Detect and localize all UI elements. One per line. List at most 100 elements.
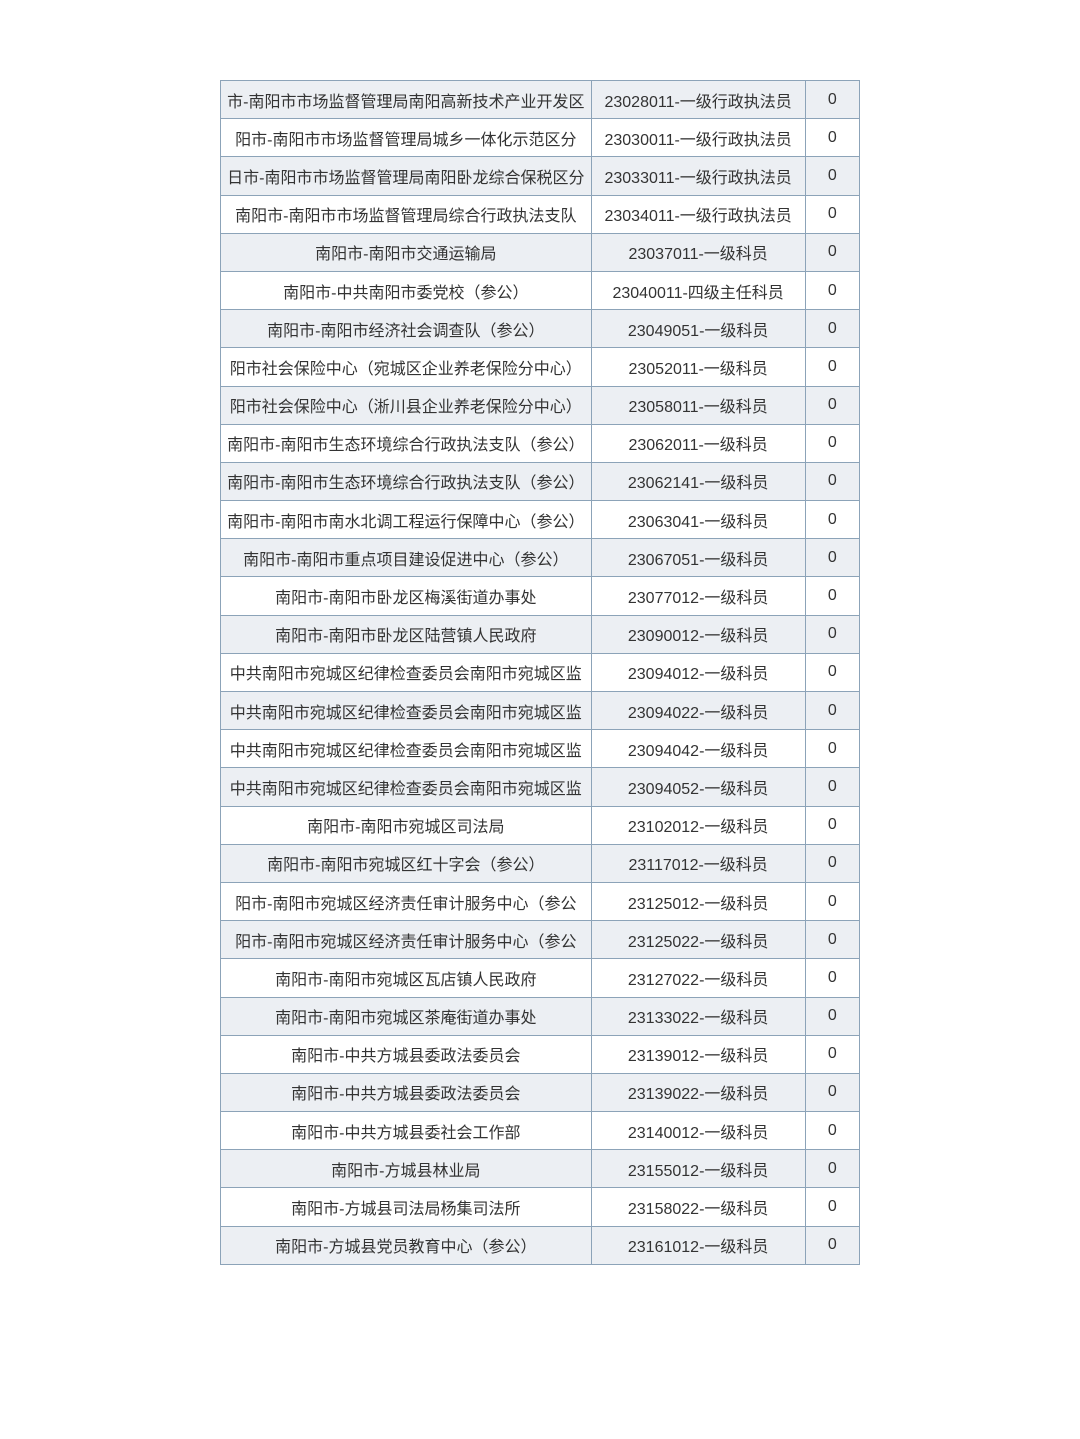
org-cell: 南阳市-南阳市宛城区瓦店镇人民政府 <box>221 959 592 997</box>
count-cell: 0 <box>805 271 859 309</box>
code-text: 23133022-一级科员 <box>628 1004 769 1028</box>
org-text: 中共南阳市宛城区纪律检查委员会南阳市宛城区监 <box>230 660 582 684</box>
org-text: 南阳市-方城县林业局 <box>331 1157 480 1181</box>
code-cell: 23063041-一级科员 <box>591 501 805 539</box>
code-text: 23158022-一级科员 <box>628 1195 769 1219</box>
code-cell: 23158022-一级科员 <box>591 1188 805 1226</box>
org-cell: 阳市-南阳市宛城区经济责任审计服务中心（参公 <box>221 882 592 920</box>
count-text: 0 <box>828 587 837 605</box>
code-text: 23094022-一级科员 <box>628 699 769 723</box>
count-cell: 0 <box>805 997 859 1035</box>
org-text: 阳市-南阳市市场监督管理局城乡一体化示范区分 <box>235 126 576 150</box>
code-cell: 23090012-一级科员 <box>591 615 805 653</box>
org-text: 南阳市-南阳市重点项目建设促进中心（参公） <box>243 546 568 570</box>
count-text: 0 <box>828 1083 837 1101</box>
count-text: 0 <box>828 931 837 949</box>
code-text: 23155012-一级科员 <box>628 1157 769 1181</box>
table-row: 阳市-南阳市宛城区经济责任审计服务中心（参公23125022-一级科员0 <box>221 921 860 959</box>
count-cell: 0 <box>805 577 859 615</box>
table-row: 南阳市-中共南阳市委党校（参公）23040011-四级主任科员0 <box>221 271 860 309</box>
count-text: 0 <box>828 702 837 720</box>
code-text: 23033011-一级行政执法员 <box>604 164 791 188</box>
code-text: 23028011-一级行政执法员 <box>604 88 791 112</box>
count-text: 0 <box>828 778 837 796</box>
code-cell: 23034011-一级行政执法员 <box>591 195 805 233</box>
code-text: 23094012-一级科员 <box>628 660 769 684</box>
code-text: 23139022-一级科员 <box>628 1080 769 1104</box>
code-text: 23125012-一级科员 <box>628 890 769 914</box>
table-row: 阳市-南阳市市场监督管理局城乡一体化示范区分23030011-一级行政执法员0 <box>221 119 860 157</box>
table-row: 南阳市-南阳市市场监督管理局综合行政执法支队23034011-一级行政执法员0 <box>221 195 860 233</box>
org-cell: 南阳市-方城县党员教育中心（参公） <box>221 1226 592 1264</box>
code-cell: 23049051-一级科员 <box>591 310 805 348</box>
count-text: 0 <box>828 1236 837 1254</box>
code-cell: 23139022-一级科员 <box>591 1073 805 1111</box>
count-text: 0 <box>828 854 837 872</box>
table-row: 市-南阳市市场监督管理局南阳高新技术产业开发区23028011-一级行政执法员0 <box>221 81 860 119</box>
org-text: 南阳市-中共方城县委政法委员会 <box>291 1042 520 1066</box>
code-text: 23125022-一级科员 <box>628 928 769 952</box>
table-row: 中共南阳市宛城区纪律检查委员会南阳市宛城区监 23094052-一级科员 0 <box>221 768 860 806</box>
count-text: 0 <box>828 893 837 911</box>
code-cell: 23030011-一级行政执法员 <box>591 119 805 157</box>
org-text: 南阳市-中共方城县委社会工作部 <box>291 1119 520 1143</box>
code-text: 23090012-一级科员 <box>628 622 769 646</box>
code-text: 23102012-一级科员 <box>628 813 769 837</box>
org-cell: 南阳市-南阳市生态环境综合行政执法支队（参公） <box>221 424 592 462</box>
org-text: 中共南阳市宛城区纪律检查委员会南阳市宛城区监 <box>230 699 582 723</box>
org-cell: 中共南阳市宛城区纪律检查委员会南阳市宛城区监 <box>221 768 592 806</box>
table-row: 南阳市-南阳市经济社会调查队（参公）23049051-一级科员0 <box>221 310 860 348</box>
count-text: 0 <box>828 816 837 834</box>
table-row: 南阳市-南阳市交通运输局23037011-一级科员0 <box>221 233 860 271</box>
count-cell: 0 <box>805 501 859 539</box>
count-cell: 0 <box>805 692 859 730</box>
table-row: 南阳市-南阳市重点项目建设促进中心（参公）23067051-一级科员0 <box>221 539 860 577</box>
table-row: 南阳市-南阳市卧龙区梅溪街道办事处23077012-一级科员0 <box>221 577 860 615</box>
code-cell: 23127022-一级科员 <box>591 959 805 997</box>
count-cell: 0 <box>805 157 859 195</box>
count-text: 0 <box>828 740 837 758</box>
org-cell: 南阳市-南阳市南水北调工程运行保障中心（参公） <box>221 501 592 539</box>
code-cell: 23062011-一级科员 <box>591 424 805 462</box>
org-cell: 南阳市-中共方城县委政法委员会 <box>221 1035 592 1073</box>
code-cell: 23077012-一级科员 <box>591 577 805 615</box>
count-cell: 0 <box>805 1150 859 1188</box>
org-cell: 中共南阳市宛城区纪律检查委员会南阳市宛城区监 <box>221 653 592 691</box>
count-cell: 0 <box>805 1035 859 1073</box>
table-row: 南阳市-中共方城县委政法委员会23139012-一级科员0 <box>221 1035 860 1073</box>
org-text: 日市-南阳市市场监督管理局南阳卧龙综合保税区分 <box>227 164 584 188</box>
org-text: 中共南阳市宛城区纪律检查委员会南阳市宛城区监 <box>230 775 582 799</box>
table-row: 南阳市-南阳市卧龙区陆营镇人民政府23090012-一级科员0 <box>221 615 860 653</box>
code-text: 23037011-一级科员 <box>628 240 767 264</box>
table-row: 南阳市-南阳市宛城区司法局23102012-一级科员0 <box>221 806 860 844</box>
table-row: 南阳市-中共方城县委社会工作部 23140012-一级科员0 <box>221 1112 860 1150</box>
count-cell: 0 <box>805 310 859 348</box>
count-cell: 0 <box>805 1073 859 1111</box>
code-cell: 23125012-一级科员 <box>591 882 805 920</box>
count-cell: 0 <box>805 1112 859 1150</box>
count-text: 0 <box>828 1160 837 1178</box>
org-cell: 南阳市-南阳市宛城区红十字会（参公） <box>221 844 592 882</box>
count-cell: 0 <box>805 653 859 691</box>
code-text: 23049051-一级科员 <box>628 317 769 341</box>
org-cell: 南阳市-南阳市交通运输局 <box>221 233 592 271</box>
count-text: 0 <box>828 358 837 376</box>
code-cell: 23140012-一级科员 <box>591 1112 805 1150</box>
count-cell: 0 <box>805 81 859 119</box>
count-cell: 0 <box>805 882 859 920</box>
code-text: 23127022-一级科员 <box>628 966 769 990</box>
count-cell: 0 <box>805 462 859 500</box>
count-cell: 0 <box>805 959 859 997</box>
org-cell: 中共南阳市宛城区纪律检查委员会南阳市宛城区监 <box>221 692 592 730</box>
code-cell: 23161012-一级科员 <box>591 1226 805 1264</box>
code-cell: 23125022-一级科员 <box>591 921 805 959</box>
org-cell: 南阳市-方城县司法局杨集司法所 <box>221 1188 592 1226</box>
count-cell: 0 <box>805 844 859 882</box>
count-cell: 0 <box>805 730 859 768</box>
table-row: 中共南阳市宛城区纪律检查委员会南阳市宛城区监 23094012-一级科员 0 <box>221 653 860 691</box>
code-text: 23094052-一级科员 <box>628 775 769 799</box>
code-cell: 23094042-一级科员 <box>591 730 805 768</box>
org-text: 南阳市-南阳市宛城区瓦店镇人民政府 <box>275 966 536 990</box>
count-cell: 0 <box>805 1188 859 1226</box>
code-text: 23117012-一级科员 <box>628 851 767 875</box>
